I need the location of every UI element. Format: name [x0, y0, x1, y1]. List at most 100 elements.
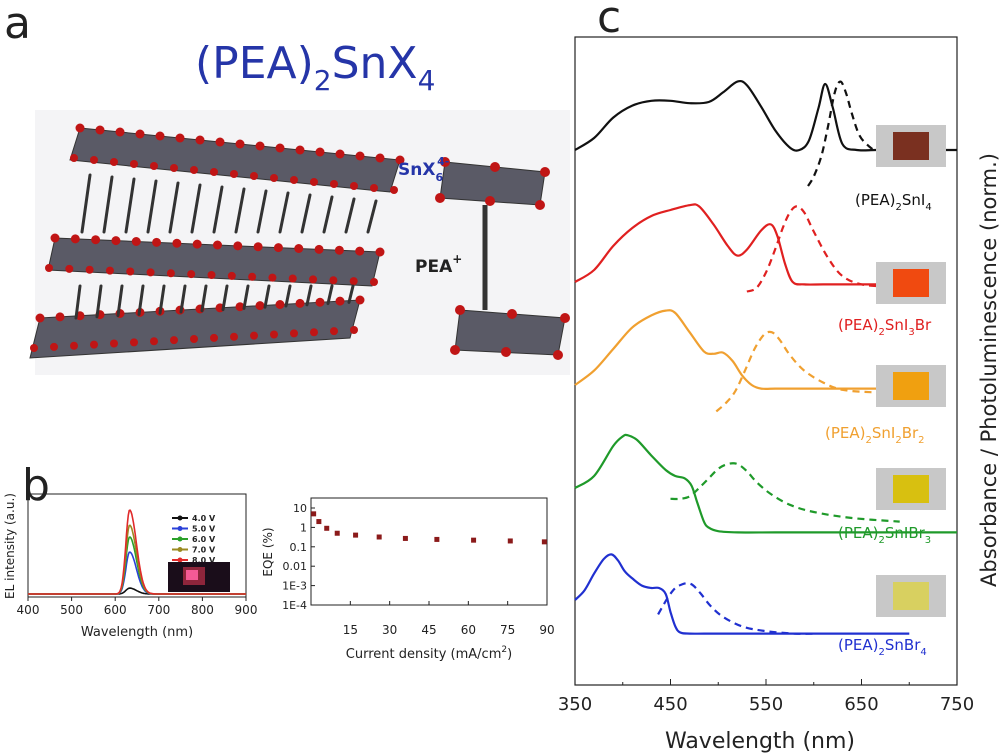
halide-atom	[553, 350, 563, 360]
organic-chain	[322, 195, 334, 234]
halide-atom	[273, 243, 283, 253]
halide-atom	[75, 123, 85, 133]
absorbance-curve	[574, 203, 891, 286]
organic-chain	[305, 284, 313, 307]
halide-atom	[370, 278, 378, 286]
organic-chain	[263, 284, 271, 309]
eqe-point	[324, 525, 330, 531]
halide-atom	[330, 327, 338, 336]
halide-atom	[230, 332, 238, 341]
organic-chain	[200, 284, 208, 313]
eqe-xtick-label: 75	[500, 623, 515, 637]
halide-atom	[150, 337, 158, 346]
halide-atom	[250, 331, 258, 340]
organic-chain	[190, 183, 202, 234]
halide-atom	[490, 162, 500, 172]
eqe-xtick-label: 45	[421, 623, 436, 637]
organic-chain	[278, 191, 290, 234]
organic-chain	[256, 189, 268, 234]
c-xtick-label: 650	[844, 694, 878, 715]
halide-atom	[250, 172, 258, 180]
organic-chain	[300, 193, 312, 234]
sample-film	[893, 132, 929, 160]
el-xtick-label: 700	[147, 603, 170, 617]
eqe-ytick-label: 0.01	[283, 560, 308, 573]
halide-atom	[350, 326, 358, 334]
halide-atom	[270, 174, 278, 182]
halide-atom	[187, 270, 196, 279]
photoluminescence-curve	[715, 330, 891, 413]
sample-film	[893, 372, 929, 400]
halide-atom	[295, 298, 305, 308]
halide-atom	[172, 238, 182, 248]
c-xtick-label: 750	[940, 694, 974, 715]
halide-atom	[30, 344, 38, 352]
organic-chain	[137, 284, 145, 316]
organic-chain	[284, 284, 292, 308]
halide-atom	[270, 330, 278, 339]
eqe-ytick-label: 10	[293, 502, 307, 515]
organic-chain	[124, 177, 136, 234]
el-legend-label: 7.0 V	[192, 546, 216, 555]
c-xlabel: Wavelength (nm)	[665, 729, 855, 753]
el-legend-marker	[177, 526, 183, 531]
photoluminescence-curve	[746, 205, 891, 293]
organic-chain	[158, 284, 166, 315]
c-xtick-label: 550	[749, 694, 783, 715]
halide-atom	[50, 233, 60, 243]
halide-atom	[275, 143, 285, 153]
el-xtick-label: 600	[104, 603, 127, 617]
sample-label: (PEA)2SnI3Br	[838, 316, 932, 338]
halide-atom	[130, 338, 138, 347]
halide-atom	[255, 301, 265, 311]
halide-atom	[210, 168, 218, 176]
eqe-ytick-label: 1E-4	[282, 599, 307, 612]
sample-label: (PEA)2SnIBr3	[838, 524, 931, 546]
halide-atom	[349, 277, 358, 286]
panel-a: (PEA)2SnX4 SnX64- PEA+	[29, 38, 570, 375]
eqe-ytick-label: 1E-3	[282, 580, 307, 593]
halide-atom	[294, 244, 304, 253]
halide-atom	[485, 196, 495, 206]
el-xlabel: Wavelength (nm)	[81, 625, 193, 640]
halide-atom	[501, 347, 511, 357]
halide-atom	[395, 155, 405, 165]
halide-atom	[111, 236, 121, 246]
halide-atom	[195, 135, 205, 145]
halide-atom	[91, 235, 101, 245]
el-legend-label: 5.0 V	[192, 525, 216, 534]
halide-atom	[535, 200, 545, 210]
halide-atom	[275, 300, 285, 309]
halide-atom	[150, 162, 158, 170]
eqe-point	[507, 538, 513, 544]
organic-chain	[179, 284, 187, 314]
eqe-ytick-label: 1	[300, 521, 307, 534]
el-xtick-label: 900	[235, 603, 258, 617]
c-ylabel: Absorbance / Photoluminescence (norm.)	[977, 153, 1001, 587]
el-xtick-label: 500	[60, 603, 83, 617]
halide-atom	[355, 151, 365, 161]
octahedra-layer-top	[69, 127, 401, 193]
organic-chain	[116, 284, 124, 318]
halide-atom	[190, 166, 198, 174]
halide-atom	[350, 182, 358, 190]
halide-atom	[213, 240, 222, 250]
eqe-point	[311, 511, 317, 517]
halide-atom	[329, 276, 338, 285]
eqe-point	[376, 534, 382, 540]
halide-atom	[105, 266, 114, 275]
halide-atom	[55, 312, 65, 322]
halide-atom	[355, 295, 365, 305]
halide-atom	[131, 237, 141, 246]
halide-atom	[90, 340, 98, 349]
el-legend-label: 8.0 V	[192, 556, 216, 565]
panel-b-eqe: 10 1 0.1 0.01 1E-3 1E-4 15 30 45 60 75 90 Current …	[261, 497, 555, 662]
device-photo	[168, 562, 230, 592]
organic-chain	[212, 185, 224, 234]
halide-atom	[235, 139, 245, 149]
halide-atom	[335, 296, 345, 306]
organic-chain	[234, 187, 246, 234]
halide-atom	[155, 131, 165, 141]
eqe-xtick-label: 60	[461, 623, 476, 637]
octahedron-label: SnX64-	[398, 155, 449, 184]
